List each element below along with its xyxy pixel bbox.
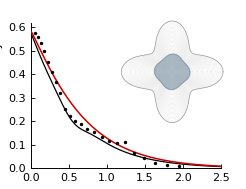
Point — [50, 71, 54, 74]
Point — [133, 152, 137, 155]
Point — [43, 50, 46, 53]
Point — [142, 157, 146, 160]
Point — [63, 108, 67, 111]
Point — [32, 32, 37, 35]
Point — [85, 127, 89, 130]
Point — [59, 91, 62, 94]
Point — [79, 123, 83, 126]
Point — [73, 119, 77, 122]
Point — [54, 80, 58, 83]
Point — [100, 136, 104, 139]
Point — [36, 36, 40, 39]
Point — [123, 140, 126, 143]
Point — [177, 165, 181, 168]
Point — [92, 131, 96, 134]
Point — [39, 42, 43, 45]
Point — [115, 141, 119, 144]
Point — [165, 164, 169, 167]
Point — [107, 139, 111, 142]
Y-axis label: Relative Intensity: Relative Intensity — [0, 41, 3, 150]
Point — [153, 161, 157, 164]
Polygon shape — [154, 54, 190, 90]
Point — [68, 115, 72, 118]
Point — [46, 61, 50, 64]
